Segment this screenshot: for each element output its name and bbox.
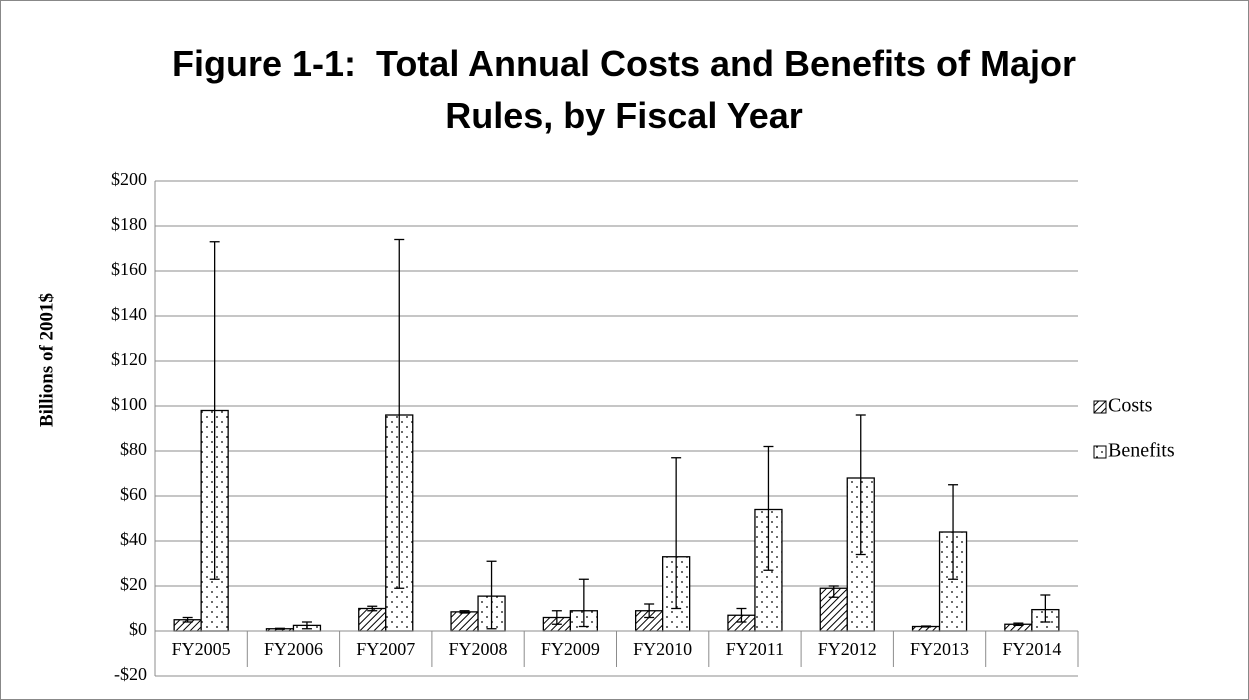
error-bar — [763, 445, 774, 571]
x-tick-label: FY2009 — [541, 639, 600, 659]
error-bar — [551, 610, 562, 625]
chart-title: Figure 1-1: Total Annual Costs and Benef… — [171, 43, 1087, 136]
y-tick-label: $0 — [129, 619, 147, 639]
legend-label: Costs — [1108, 395, 1153, 417]
error-bar — [301, 621, 312, 630]
y-tick-label: $120 — [111, 349, 147, 369]
error-bar — [644, 603, 655, 619]
error-bar — [1040, 594, 1051, 623]
error-bar — [921, 625, 932, 628]
error-bar — [486, 560, 497, 630]
error-bar — [274, 627, 285, 630]
y-tick-label: $80 — [120, 439, 147, 459]
x-tick-label: FY2013 — [910, 639, 969, 659]
error-bar — [182, 616, 193, 623]
error-bar — [394, 238, 405, 589]
y-tick-label: $20 — [120, 574, 147, 594]
x-tick-label: FY2005 — [172, 639, 231, 659]
legend-label: Benefits — [1108, 440, 1175, 462]
error-bar — [209, 241, 220, 580]
bar — [450, 611, 479, 632]
y-tick-label: $200 — [111, 169, 147, 189]
error-bar — [1013, 622, 1024, 627]
legend-swatch — [1093, 445, 1107, 459]
error-bar — [736, 607, 747, 623]
y-tick-label: $40 — [120, 529, 147, 549]
error-bar — [855, 414, 866, 556]
y-tick-label: $60 — [120, 484, 147, 504]
x-tick-label: FY2010 — [633, 639, 692, 659]
y-axis-label: Billions of 2001$ — [36, 293, 57, 427]
y-tick-label: $140 — [111, 304, 147, 324]
y-tick-label: -$20 — [114, 664, 147, 684]
x-tick-label: FY2014 — [1002, 639, 1061, 659]
error-bar — [459, 610, 470, 614]
error-bar — [578, 578, 589, 628]
x-tick-label: FY2006 — [264, 639, 323, 659]
x-tick-label: FY2011 — [726, 639, 784, 659]
error-bar — [367, 605, 378, 612]
x-tick-label: FY2012 — [818, 639, 877, 659]
bar — [358, 607, 387, 632]
x-tick-label: FY2007 — [356, 639, 415, 659]
y-tick-label: $160 — [111, 259, 147, 279]
error-bar — [671, 457, 682, 610]
y-tick-label: $100 — [111, 394, 147, 414]
y-tick-label: $180 — [111, 214, 147, 234]
legend-swatch — [1093, 400, 1107, 414]
error-bar — [828, 585, 839, 598]
x-tick-label: FY2008 — [449, 639, 508, 659]
error-bar — [948, 484, 959, 580]
